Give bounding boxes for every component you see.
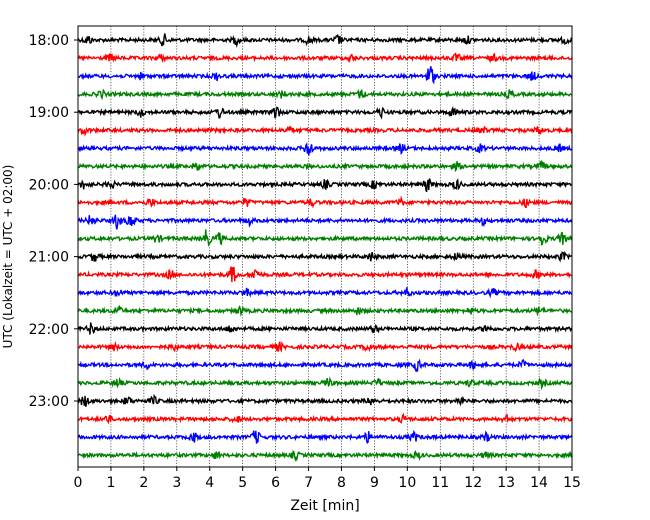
y-tick-label: 20:00: [29, 177, 69, 193]
x-tick-label: 11: [431, 475, 449, 491]
trace-2200: [77, 322, 573, 335]
trace-2015: [77, 195, 573, 209]
trace-1915: [77, 125, 573, 137]
x-tick-label: 14: [530, 475, 548, 491]
trace-1945: [77, 160, 573, 173]
y-tick-label: 21:00: [29, 250, 69, 266]
trace-2115: [77, 266, 573, 283]
y-axis-ticks: 18:00 19:00 20:00 21:00 22:00 23:00: [29, 33, 78, 410]
grid-lines: [110, 26, 540, 467]
x-tick-label: 6: [271, 475, 280, 491]
trace-1845: [77, 88, 573, 101]
trace-2000: [77, 178, 573, 193]
trace-1800: [77, 33, 573, 48]
x-tick-label: 2: [139, 475, 148, 491]
plot-frame: [77, 25, 573, 468]
trace-2145: [77, 304, 573, 317]
trace-2330: [77, 429, 573, 445]
x-tick-label: 9: [370, 475, 379, 491]
x-tick-label: 15: [563, 475, 581, 491]
x-tick-label: 1: [106, 475, 115, 491]
y-axis-label: UTC (Lokalzeit = UTC + 02:00): [1, 165, 15, 349]
trace-1930: [77, 142, 573, 156]
trace-2245: [77, 376, 573, 391]
x-tick-label: 8: [337, 475, 346, 491]
trace-1900: [77, 105, 573, 120]
y-tick-label: 18:00: [29, 33, 69, 49]
y-tick-label: 23:00: [29, 394, 69, 410]
x-tick-label: 3: [172, 475, 181, 491]
trace-2045: [77, 229, 573, 248]
x-tick-label: 10: [398, 475, 416, 491]
trace-2130: [77, 287, 573, 299]
trace-1815: [77, 52, 573, 64]
trace-2100: [77, 250, 573, 263]
trace-group: [77, 33, 573, 462]
trace-2315: [77, 412, 573, 425]
trace-2230: [77, 358, 573, 373]
x-tick-label: 4: [205, 475, 214, 491]
x-tick-label: 5: [238, 475, 247, 491]
trace-2215: [77, 340, 573, 353]
trace-2300: [77, 393, 573, 407]
trace-1830: [77, 66, 573, 85]
x-tick-label: 7: [304, 475, 313, 491]
trace-2030: [77, 214, 573, 230]
y-tick-label: 22:00: [29, 322, 69, 338]
x-tick-label: 0: [74, 475, 83, 491]
y-tick-label: 19:00: [29, 105, 69, 121]
x-tick-label: 13: [497, 475, 515, 491]
x-axis-ticks: 0 1 2 3 4 5 6 7 8 9 10 11 12 13 14 15: [74, 467, 581, 491]
trace-2345: [77, 449, 573, 462]
x-tick-label: 12: [464, 475, 482, 491]
x-axis-label: Zeit [min]: [290, 498, 359, 514]
